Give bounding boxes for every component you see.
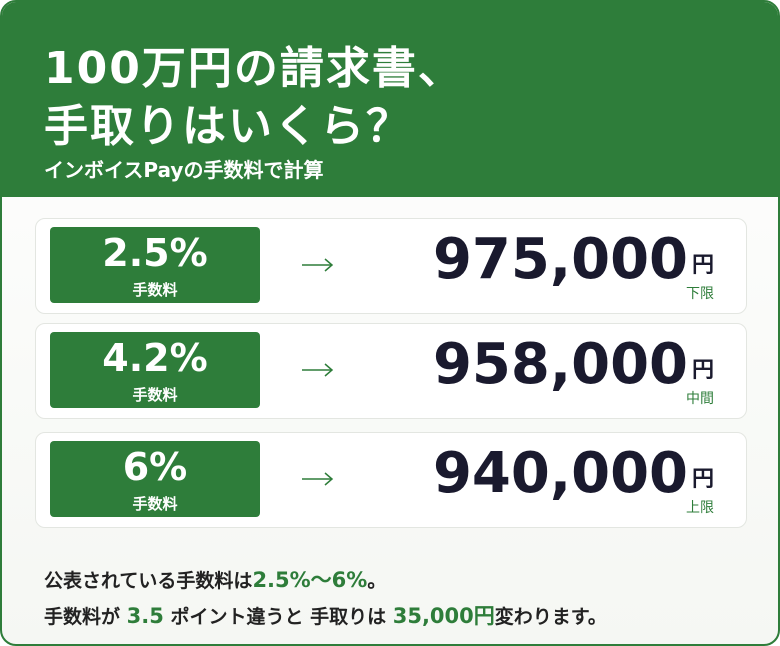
amount: 975,000 xyxy=(432,227,688,292)
rate-label: 手数料 xyxy=(132,281,178,299)
rate: 4.2% xyxy=(102,336,208,380)
subtitle: インボイスPayの手数料で計算 xyxy=(44,158,324,182)
highlight: 35,000円 xyxy=(392,604,495,628)
rate: 6% xyxy=(122,445,188,489)
result-row: 4.2% 手数料 958,000 円中間 xyxy=(35,323,747,419)
arrow xyxy=(300,255,336,279)
amount: 940,000 xyxy=(432,441,688,506)
header: 100万円の請求書、 手取りはいくら？ インボイスPayの手数料で計算 xyxy=(2,2,778,197)
amount: 958,000 xyxy=(432,332,688,397)
footer-line: 公表されている手数料は2.5%〜6%。 xyxy=(44,564,386,594)
note: 上限 xyxy=(686,500,714,516)
note: 下限 xyxy=(686,286,714,302)
arrow-icon xyxy=(302,258,334,272)
unit: 円 xyxy=(692,253,715,278)
unit: 円 xyxy=(692,467,715,492)
text: 。 xyxy=(367,570,387,592)
result-row: 6% 手数料 940,000 円上限 xyxy=(35,432,747,528)
unit: 円 xyxy=(692,358,715,383)
rate-label: 手数料 xyxy=(132,495,178,513)
title: 100万円の請求書、 xyxy=(44,43,464,94)
text: 公表されている手数料は xyxy=(44,570,253,592)
text: ポイント違うと 手取りは xyxy=(170,606,387,628)
rate-badge: 4.2% 手数料 xyxy=(50,332,260,408)
text: 変わります。 xyxy=(494,606,607,628)
title: 手取りはいくら？ xyxy=(44,101,412,152)
rate-label: 手数料 xyxy=(132,386,178,404)
rate-badge: 6% 手数料 xyxy=(50,441,260,517)
rate-badge: 2.5% 手数料 xyxy=(50,227,260,303)
arrow-icon xyxy=(302,472,334,486)
arrow xyxy=(300,469,336,493)
highlight: 2.5%〜6% xyxy=(252,568,368,592)
arrow-icon xyxy=(302,363,334,377)
arrow xyxy=(300,360,336,384)
highlight: 3.5 xyxy=(126,604,164,628)
result-row: 2.5% 手数料 975,000 円下限 xyxy=(35,218,747,314)
rate: 2.5% xyxy=(102,231,208,275)
note: 中間 xyxy=(686,391,714,407)
text: 手数料が xyxy=(44,606,121,628)
footer-line: 手数料が 3.5 ポイント違うと 手取りは 35,000円変わります。 xyxy=(44,600,607,630)
